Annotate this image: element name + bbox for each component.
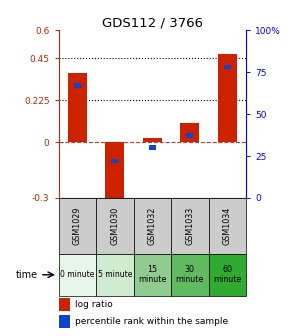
- Bar: [209, 198, 246, 254]
- Bar: [74, 83, 81, 88]
- Text: GSM1032: GSM1032: [148, 207, 157, 245]
- Bar: [59, 298, 70, 311]
- Bar: [134, 254, 171, 296]
- Text: GSM1029: GSM1029: [73, 207, 82, 245]
- Bar: [59, 254, 96, 296]
- Bar: [143, 138, 162, 142]
- Text: 30
minute: 30 minute: [176, 265, 204, 285]
- Text: 0 minute: 0 minute: [60, 270, 95, 279]
- Bar: [171, 198, 209, 254]
- Text: log ratio: log ratio: [76, 300, 113, 309]
- Bar: [59, 315, 70, 328]
- Bar: [68, 73, 87, 142]
- Text: 15
minute: 15 minute: [138, 265, 166, 285]
- Text: percentile rank within the sample: percentile rank within the sample: [76, 317, 229, 326]
- Bar: [224, 65, 231, 69]
- Text: GSM1034: GSM1034: [223, 207, 232, 245]
- Bar: [59, 198, 96, 254]
- Bar: [111, 159, 118, 163]
- Text: 5 minute: 5 minute: [98, 270, 132, 279]
- Bar: [180, 123, 199, 142]
- Bar: [171, 254, 209, 296]
- Bar: [186, 133, 193, 138]
- Text: GSM1033: GSM1033: [185, 207, 194, 245]
- Bar: [209, 254, 246, 296]
- Text: 60
minute: 60 minute: [213, 265, 241, 285]
- Bar: [218, 54, 237, 142]
- Bar: [105, 142, 124, 204]
- Bar: [96, 254, 134, 296]
- Bar: [149, 145, 156, 150]
- Bar: [134, 198, 171, 254]
- Title: GDS112 / 3766: GDS112 / 3766: [102, 16, 203, 29]
- Text: GSM1030: GSM1030: [110, 207, 119, 245]
- Text: time: time: [16, 270, 38, 280]
- Bar: [96, 198, 134, 254]
